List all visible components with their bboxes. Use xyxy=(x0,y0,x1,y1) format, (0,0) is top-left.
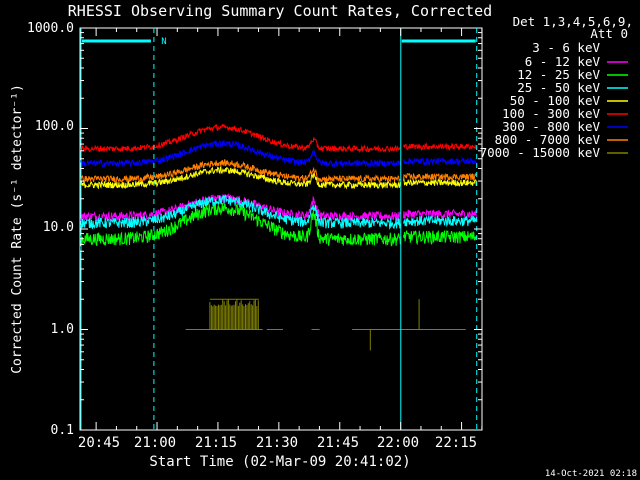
series-line-4 xyxy=(79,165,477,190)
legend: Det 1,3,4,5,6,9, Att 0 3 - 6 keV 6 - 12 … xyxy=(480,14,633,160)
x-tick-label: 22:15 xyxy=(435,435,477,451)
y-tick-label: 1.0 xyxy=(51,322,74,337)
x-tick-label: 21:45 xyxy=(317,435,359,451)
legend-swatches xyxy=(607,47,628,154)
timestamp: 14-Oct-2021 02:18 xyxy=(545,469,637,479)
legend-label: 800 - 7000 keV xyxy=(495,132,601,147)
x-tick-label: 20:45 xyxy=(78,435,120,451)
x-tick-label: 22:00 xyxy=(377,435,419,451)
plot-data-layer xyxy=(79,123,477,351)
x-axis-tick-labels: 20:45 21:00 21:15 21:30 21:45 22:00 22:1… xyxy=(78,435,477,451)
y-axis-tick-labels: 0.1 1.0 10.0 100.0 1000.0 xyxy=(27,21,74,438)
x-axis-ticks xyxy=(95,28,483,430)
legend-label: 12 - 25 keV xyxy=(517,67,600,82)
y-tick-label: 100.0 xyxy=(35,119,74,134)
series-line-6 xyxy=(79,139,477,169)
legend-label: 7000 - 15000 keV xyxy=(480,145,601,160)
x-tick-label: 21:15 xyxy=(195,435,237,451)
y-tick-label: 0.1 xyxy=(51,423,74,438)
legend-detectors: Det 1,3,4,5,6,9, xyxy=(513,14,633,29)
legend-label: 3 - 6 keV xyxy=(532,40,600,55)
legend-label: 50 - 100 keV xyxy=(510,93,601,108)
y-axis-label: Corrected Count Rate (s⁻¹ detector⁻¹) xyxy=(10,84,25,374)
legend-label: 25 - 50 keV xyxy=(517,80,600,95)
legend-label: 300 - 800 keV xyxy=(502,119,600,134)
series-line-3 xyxy=(79,194,477,230)
series-line-5 xyxy=(79,123,477,154)
x-axis-label: Start Time (02-Mar-09 20:41:02) xyxy=(149,454,410,470)
y-tick-label: 10.0 xyxy=(43,220,74,235)
series-line-8 xyxy=(185,298,466,351)
x-tick-label: 21:30 xyxy=(256,435,298,451)
series-line-0 xyxy=(79,211,477,260)
legend-label: 6 - 12 keV xyxy=(525,54,601,69)
legend-label: 100 - 300 keV xyxy=(502,106,600,121)
y-axis-ticks xyxy=(80,32,482,431)
night-label: N xyxy=(161,37,166,47)
series-line-7 xyxy=(79,159,477,184)
y-tick-label: 1000.0 xyxy=(27,21,74,36)
x-tick-label: 21:00 xyxy=(134,435,176,451)
legend-attenuator: Att 0 xyxy=(590,26,628,41)
chart-title: RHESSI Observing Summary Count Rates, Co… xyxy=(68,2,492,20)
